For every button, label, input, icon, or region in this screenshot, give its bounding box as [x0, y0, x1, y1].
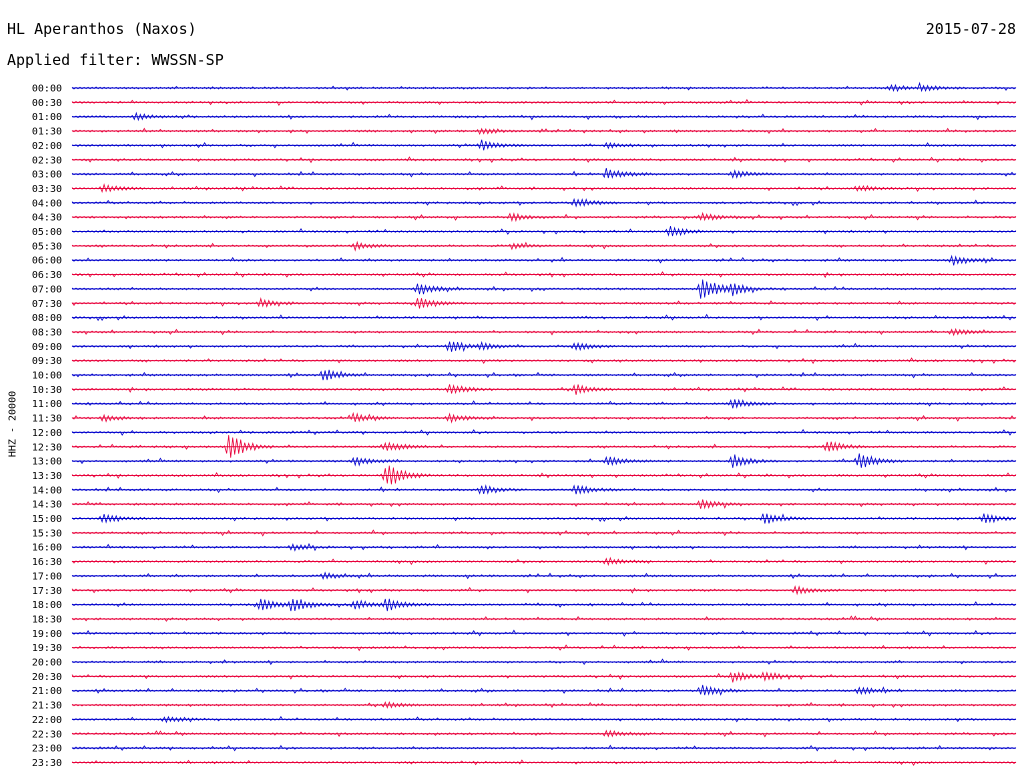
trace-line: [71, 684, 1017, 696]
time-label: 04:00: [32, 198, 62, 209]
time-label: 13:00: [32, 457, 62, 468]
time-label: 01:00: [32, 112, 62, 123]
time-label: 10:30: [32, 385, 62, 396]
trace-line: [71, 435, 1017, 458]
time-label: 04:30: [32, 213, 62, 224]
time-label: 12:00: [32, 428, 62, 439]
time-label: 23:00: [32, 744, 62, 755]
trace-group: [71, 81, 1017, 766]
time-label: 06:00: [32, 256, 62, 267]
trace-line: [71, 671, 1017, 683]
time-label-group: 00:00 00:30 01:00 01:30 02:00 02:30 03:00 03:30…: [32, 84, 62, 769]
time-label: 13:30: [32, 471, 62, 482]
time-label: 17:30: [32, 586, 62, 597]
time-label: 21:00: [32, 686, 62, 697]
time-label: 03:30: [32, 184, 62, 195]
time-label: 09:30: [32, 356, 62, 367]
time-label: 08:00: [32, 313, 62, 324]
time-label: 16:30: [32, 557, 62, 568]
trace-line: [71, 254, 1017, 266]
time-label: 23:30: [32, 758, 62, 769]
time-label: 16:00: [32, 543, 62, 554]
time-label: 10:00: [32, 371, 62, 382]
time-label: 18:00: [32, 600, 62, 611]
time-label: 11:00: [32, 399, 62, 410]
time-label: 20:00: [32, 658, 62, 669]
time-label: 19:30: [32, 643, 62, 654]
time-label: 22:00: [32, 715, 62, 726]
time-label: 15:00: [32, 514, 62, 525]
time-label: 08:30: [32, 327, 62, 338]
filter-label: Applied filter: WWSSN-SP: [7, 51, 224, 69]
record-date: 2015-07-28: [925, 20, 1016, 38]
time-label: 09:00: [32, 342, 62, 353]
time-label: 01:30: [32, 127, 62, 138]
time-label: 02:30: [32, 155, 62, 166]
trace-line: [71, 168, 1017, 180]
time-label: 11:30: [32, 414, 62, 425]
time-label: 07:30: [32, 299, 62, 310]
time-label: 03:00: [32, 170, 62, 181]
time-label: 05:30: [32, 241, 62, 252]
time-label: 17:00: [32, 571, 62, 582]
time-label: 14:00: [32, 485, 62, 496]
time-label: 14:30: [32, 500, 62, 511]
time-label: 22:30: [32, 729, 62, 740]
time-label: 05:00: [32, 227, 62, 238]
time-label: 06:30: [32, 270, 62, 281]
time-label: 02:00: [32, 141, 62, 152]
time-label: 20:30: [32, 672, 62, 683]
time-label: 21:30: [32, 701, 62, 712]
time-label: 00:00: [32, 84, 62, 95]
trace-line: [71, 81, 1017, 93]
time-label: 12:30: [32, 442, 62, 453]
station-title: HL Aperanthos (Naxos): [7, 20, 197, 38]
time-label: 18:30: [32, 614, 62, 625]
time-label: 15:30: [32, 528, 62, 539]
time-label: 07:00: [32, 284, 62, 295]
time-label: 00:30: [32, 98, 62, 109]
time-label: 19:00: [32, 629, 62, 640]
